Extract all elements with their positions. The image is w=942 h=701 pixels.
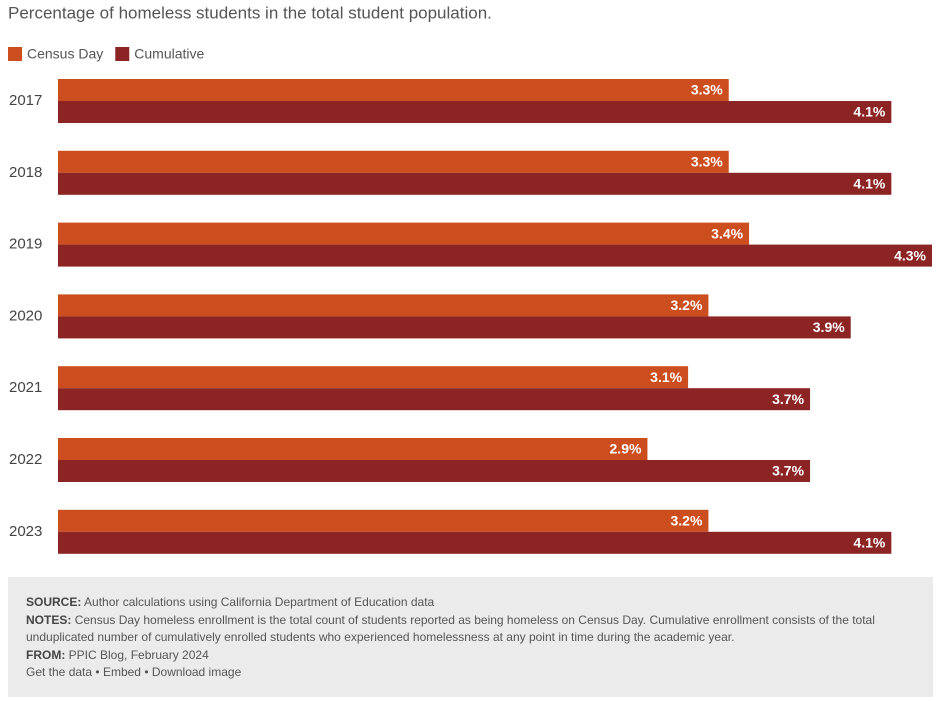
bar: [58, 150, 729, 173]
legend-label: Census Day: [27, 46, 103, 62]
value-label: 3.4%: [711, 225, 743, 241]
bar: [58, 316, 851, 339]
value-label: 3.1%: [650, 369, 682, 385]
footer: SOURCE: Author calculations using Califo…: [8, 577, 933, 697]
value-label: 3.2%: [670, 297, 702, 313]
notes-label: NOTES:: [26, 612, 72, 627]
notes-text: Census Day homeless enrollment is the to…: [26, 612, 875, 645]
bar: [58, 509, 709, 532]
legend-swatch: [8, 47, 22, 61]
value-label: 4.1%: [853, 535, 885, 551]
legend-swatch: [115, 47, 130, 61]
source-label: SOURCE:: [26, 595, 82, 609]
value-label: 3.9%: [813, 319, 845, 335]
footer-link[interactable]: Download image: [151, 665, 242, 679]
bar: [58, 366, 689, 389]
source-text: Author calculations using California Dep…: [84, 595, 435, 609]
bar: [58, 222, 750, 245]
value-label: 2.9%: [610, 441, 642, 457]
value-label: 3.7%: [772, 391, 804, 407]
bar: [58, 244, 932, 267]
links: Get the data • Embed • Download image: [26, 664, 915, 682]
chart-title: Percentage of homeless students in the t…: [8, 3, 492, 22]
notes: NOTES: Census Day homeless enrollment is…: [26, 612, 915, 647]
value-label: 4.1%: [853, 176, 885, 192]
bar: [58, 438, 648, 460]
bar: [58, 101, 892, 123]
value-label: 3.3%: [691, 154, 723, 170]
y-tick-label: 2022: [9, 451, 42, 468]
source: SOURCE: Author calculations using Califo…: [26, 594, 915, 612]
y-tick-label: 2021: [9, 379, 42, 396]
from-text: PPIC Blog, February 2024: [68, 647, 209, 662]
link-separator: •: [95, 665, 100, 679]
footer-link[interactable]: Embed: [102, 665, 141, 679]
value-label: 3.3%: [691, 82, 723, 98]
bar: [58, 294, 709, 317]
legend-label: Cumulative: [134, 46, 204, 62]
value-label: 3.7%: [772, 463, 804, 479]
bar: [58, 531, 892, 554]
chart: Percentage of homeless students in the t…: [8, 3, 932, 554]
link-separator: •: [144, 665, 149, 679]
from: FROM: PPIC Blog, February 2024: [26, 647, 915, 665]
y-tick-label: 2017: [9, 92, 42, 109]
bar: [58, 388, 811, 411]
bar: [58, 460, 811, 482]
y-tick-label: 2020: [9, 307, 42, 324]
value-label: 4.1%: [853, 104, 885, 120]
y-tick-label: 2019: [9, 236, 42, 253]
y-tick-label: 2023: [9, 523, 42, 540]
bar: [58, 79, 729, 101]
footer-link[interactable]: Get the data: [26, 665, 93, 679]
value-label: 4.3%: [894, 247, 926, 263]
y-tick-label: 2018: [9, 164, 42, 181]
value-label: 3.2%: [670, 513, 702, 529]
bar: [58, 172, 892, 195]
from-label: FROM:: [26, 647, 66, 662]
